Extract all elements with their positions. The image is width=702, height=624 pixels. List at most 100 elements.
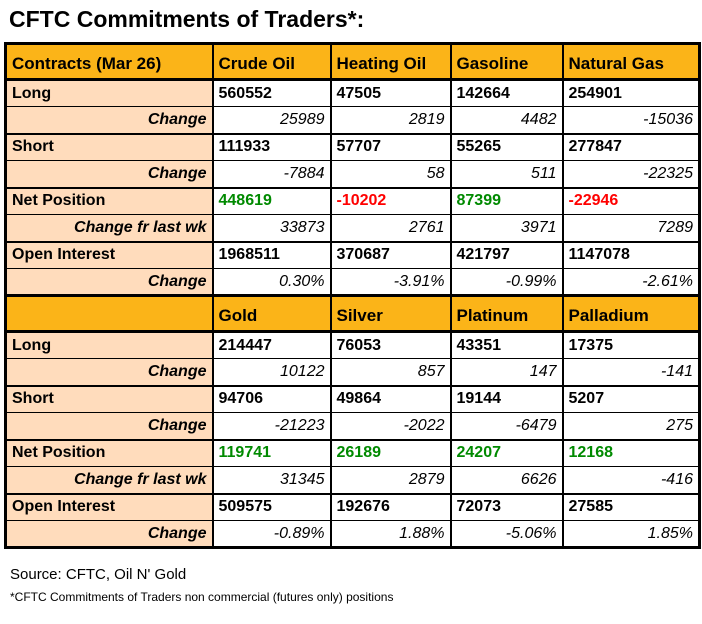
value-cell: 2879 xyxy=(329,466,451,494)
value-cell: 509575 xyxy=(211,492,331,521)
value-cell: -416 xyxy=(561,466,700,494)
table-row: Change fr last wk 33873 2761 3971 7289 xyxy=(4,214,700,242)
table-row: Long 560552 47505 142664 254901 xyxy=(4,78,700,107)
value-cell: 1.88% xyxy=(329,520,451,548)
value-cell: -21223 xyxy=(211,412,331,440)
value-cell: 3971 xyxy=(449,214,563,242)
table-row: Change -7884 58 511 -22325 xyxy=(4,160,700,188)
section-header-row: Contracts (Mar 26) Crude Oil Heating Oil Ga… xyxy=(4,42,700,81)
value-cell: 26189 xyxy=(329,438,451,467)
table-row: Net Position 448619 -10202 87399 -22946 xyxy=(4,186,700,215)
value-cell: 0.30% xyxy=(211,268,331,296)
value-cell: -6479 xyxy=(449,412,563,440)
value-cell: 43351 xyxy=(449,330,563,359)
value-cell: 17375 xyxy=(561,330,700,359)
row-label-header xyxy=(4,294,213,333)
value-cell: 511 xyxy=(449,160,563,188)
value-cell: 192676 xyxy=(329,492,451,521)
value-cell: -22946 xyxy=(561,186,700,215)
commodity-header: Natural Gas xyxy=(561,42,700,81)
value-cell: 76053 xyxy=(329,330,451,359)
value-cell: 19144 xyxy=(449,384,563,413)
cot-table: Contracts (Mar 26) Crude Oil Heating Oil Ga… xyxy=(4,42,701,549)
value-cell: 6626 xyxy=(449,466,563,494)
commodity-header: Palladium xyxy=(561,294,700,333)
row-label: Change xyxy=(4,412,213,440)
value-cell: -141 xyxy=(561,358,700,386)
value-cell: 94706 xyxy=(211,384,331,413)
value-cell: 72073 xyxy=(449,492,563,521)
value-cell: -0.99% xyxy=(449,268,563,296)
value-cell: 25989 xyxy=(211,106,331,134)
table-row: Short 94706 49864 19144 5207 xyxy=(4,384,700,413)
commodity-header: Silver xyxy=(329,294,451,333)
value-cell: 275 xyxy=(561,412,700,440)
row-label: Change xyxy=(4,520,213,548)
footnote: *CFTC Commitments of Traders non commerc… xyxy=(10,590,394,604)
value-cell: 10122 xyxy=(211,358,331,386)
table-row: Open Interest 1968511 370687 421797 1147078 xyxy=(4,240,700,269)
value-cell: 119741 xyxy=(211,438,331,467)
table-row: Change -0.89% 1.88% -5.06% 1.85% xyxy=(4,520,700,548)
value-cell: 1147078 xyxy=(561,240,700,269)
table-row: Change -21223 -2022 -6479 275 xyxy=(4,412,700,440)
value-cell: 5207 xyxy=(561,384,700,413)
row-label: Long xyxy=(4,330,213,359)
value-cell: 55265 xyxy=(449,132,563,161)
commodity-header: Gold xyxy=(211,294,331,333)
value-cell: 277847 xyxy=(561,132,700,161)
row-label: Long xyxy=(4,78,213,107)
value-cell: 857 xyxy=(329,358,451,386)
row-label: Change fr last wk xyxy=(4,466,213,494)
row-label: Open Interest xyxy=(4,492,213,521)
section-header-row: Gold Silver Platinum Palladium xyxy=(4,294,700,333)
row-label-header: Contracts (Mar 26) xyxy=(4,42,213,81)
cot-table-body: Contracts (Mar 26) Crude Oil Heating Oil Ga… xyxy=(4,42,700,548)
value-cell: 147 xyxy=(449,358,563,386)
value-cell: 111933 xyxy=(211,132,331,161)
value-cell: 254901 xyxy=(561,78,700,107)
value-cell: -0.89% xyxy=(211,520,331,548)
row-label: Short xyxy=(4,132,213,161)
page: CFTC Commitments of Traders*: Contracts … xyxy=(4,6,701,604)
table-row: Change fr last wk 31345 2879 6626 -416 xyxy=(4,466,700,494)
row-label: Short xyxy=(4,384,213,413)
value-cell: 1.85% xyxy=(561,520,700,548)
commodity-header: Gasoline xyxy=(449,42,563,81)
table-row: Change 10122 857 147 -141 xyxy=(4,358,700,386)
value-cell: 4482 xyxy=(449,106,563,134)
table-row: Change 25989 2819 4482 -15036 xyxy=(4,106,700,134)
value-cell: -3.91% xyxy=(329,268,451,296)
value-cell: -22325 xyxy=(561,160,700,188)
value-cell: 421797 xyxy=(449,240,563,269)
value-cell: 142664 xyxy=(449,78,563,107)
value-cell: 214447 xyxy=(211,330,331,359)
value-cell: 31345 xyxy=(211,466,331,494)
row-label: Change fr last wk xyxy=(4,214,213,242)
row-label: Change xyxy=(4,160,213,188)
table-row: Change 0.30% -3.91% -0.99% -2.61% xyxy=(4,268,700,296)
value-cell: 7289 xyxy=(561,214,700,242)
value-cell: 57707 xyxy=(329,132,451,161)
value-cell: 2819 xyxy=(329,106,451,134)
row-label: Change xyxy=(4,106,213,134)
value-cell: 87399 xyxy=(449,186,563,215)
value-cell: 1968511 xyxy=(211,240,331,269)
value-cell: 448619 xyxy=(211,186,331,215)
value-cell: 58 xyxy=(329,160,451,188)
value-cell: -15036 xyxy=(561,106,700,134)
row-label: Net Position xyxy=(4,186,213,215)
value-cell: 49864 xyxy=(329,384,451,413)
value-cell: 24207 xyxy=(449,438,563,467)
value-cell: 560552 xyxy=(211,78,331,107)
page-title: CFTC Commitments of Traders*: xyxy=(9,6,365,32)
value-cell: -2.61% xyxy=(561,268,700,296)
value-cell: 12168 xyxy=(561,438,700,467)
row-label: Net Position xyxy=(4,438,213,467)
table-row: Long 214447 76053 43351 17375 xyxy=(4,330,700,359)
table-row: Open Interest 509575 192676 72073 27585 xyxy=(4,492,700,521)
commodity-header: Heating Oil xyxy=(329,42,451,81)
table-row: Net Position 119741 26189 24207 12168 xyxy=(4,438,700,467)
row-label: Change xyxy=(4,358,213,386)
source-note: Source: CFTC, Oil N' Gold xyxy=(10,566,187,583)
